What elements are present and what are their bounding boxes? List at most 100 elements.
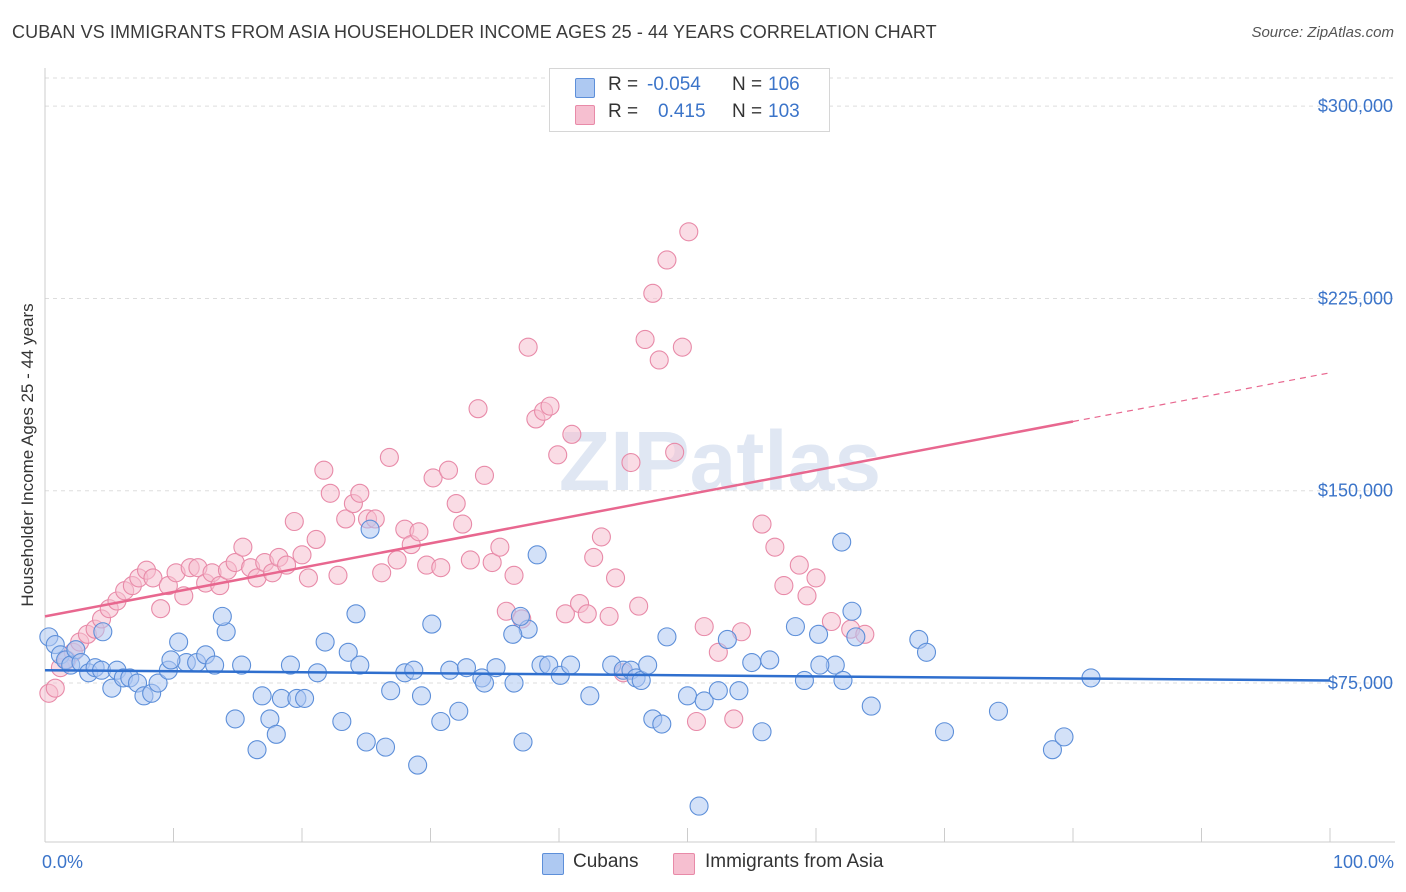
- series-cubans: [39, 519, 1101, 816]
- data-point: [247, 740, 267, 760]
- data-point: [729, 681, 749, 701]
- data-point: [562, 424, 582, 444]
- data-point: [643, 283, 663, 303]
- data-point: [652, 714, 672, 734]
- data-point: [387, 550, 407, 570]
- data-point: [916, 642, 937, 662]
- data-point: [438, 460, 459, 480]
- data-point: [474, 465, 495, 485]
- data-point: [411, 686, 432, 706]
- data-point: [548, 445, 568, 465]
- data-point: [580, 686, 600, 706]
- data-point: [468, 399, 488, 419]
- data-point: [306, 529, 326, 550]
- legend-n-value: 103: [768, 101, 800, 122]
- bottom-legend-swatch-cubans: [542, 853, 564, 875]
- data-point: [350, 483, 370, 503]
- data-point: [356, 732, 376, 752]
- data-point: [833, 670, 853, 691]
- data-point: [513, 732, 533, 752]
- data-point: [346, 604, 366, 624]
- legend-r-value: 0.415: [658, 101, 706, 122]
- data-point: [679, 222, 699, 242]
- trend-line-immigrants: [44, 420, 1074, 618]
- data-point: [375, 737, 396, 757]
- data-point: [657, 250, 677, 270]
- data-point: [284, 511, 304, 532]
- data-point: [404, 660, 424, 680]
- data-point: [577, 604, 597, 624]
- data-point: [315, 632, 335, 652]
- data-point: [742, 652, 762, 673]
- data-point: [752, 722, 772, 742]
- data-point: [842, 601, 862, 621]
- data-point: [638, 655, 658, 675]
- bottom-legend-cubans: Cubans: [573, 851, 639, 872]
- data-point: [328, 565, 348, 585]
- data-point: [360, 519, 380, 539]
- data-point: [151, 599, 171, 619]
- data-point: [527, 545, 547, 565]
- data-point: [988, 701, 1009, 721]
- data-point: [431, 711, 451, 732]
- data-point: [431, 558, 451, 578]
- y-tick-labels: $75,000 $150,000 $225,000 $300,000: [1318, 96, 1393, 693]
- data-point: [752, 514, 772, 534]
- data-point: [717, 629, 737, 649]
- data-point: [765, 537, 785, 557]
- legend-r-label: R =: [608, 101, 639, 122]
- data-point: [381, 681, 401, 701]
- data-point: [694, 691, 714, 711]
- data-point: [861, 696, 881, 716]
- data-point: [657, 627, 677, 647]
- data-point: [504, 565, 524, 585]
- data-point: [649, 350, 669, 370]
- data-point: [774, 576, 794, 596]
- data-point: [422, 614, 442, 634]
- data-point: [449, 701, 469, 721]
- data-point: [591, 527, 611, 547]
- y-tick-label: $300,000: [1318, 96, 1393, 116]
- y-tick-label: $150,000: [1318, 481, 1393, 501]
- data-point: [482, 552, 502, 573]
- data-point: [408, 755, 428, 775]
- data-point: [338, 642, 358, 662]
- data-point: [295, 688, 315, 708]
- grid-lines: [45, 77, 1395, 684]
- data-point: [45, 678, 65, 698]
- x-axis-max-label: 100.0%: [1332, 852, 1394, 872]
- data-point: [169, 632, 189, 652]
- trend-line-cubans: [44, 668, 1331, 682]
- watermark: ZIPatlas: [559, 414, 881, 508]
- data-point: [446, 494, 466, 514]
- data-point: [233, 537, 253, 557]
- data-point: [379, 447, 399, 467]
- data-point: [846, 627, 866, 647]
- data-point: [806, 568, 826, 588]
- data-point: [677, 686, 698, 706]
- data-point: [832, 532, 852, 552]
- y-tick-label: $75,000: [1328, 673, 1393, 693]
- chart-title: CUBAN VS IMMIGRANTS FROM ASIA HOUSEHOLDE…: [12, 22, 937, 42]
- data-point: [298, 568, 318, 588]
- data-point: [292, 545, 312, 565]
- data-point: [453, 514, 473, 534]
- data-point: [785, 617, 805, 637]
- data-point: [665, 442, 685, 462]
- data-point: [148, 673, 168, 693]
- data-point: [797, 586, 817, 606]
- data-point: [93, 622, 113, 642]
- legend-r-value: -0.054: [647, 74, 701, 95]
- data-point: [490, 537, 510, 557]
- data-point: [460, 550, 480, 570]
- data-point: [212, 606, 232, 626]
- legend-n-value: 106: [768, 74, 800, 95]
- data-point: [320, 483, 340, 503]
- data-point: [694, 617, 714, 637]
- data-point: [423, 468, 443, 488]
- data-point: [789, 555, 809, 575]
- trend-lines: [44, 372, 1331, 682]
- data-point: [708, 681, 728, 701]
- data-point: [561, 655, 581, 675]
- data-point: [794, 670, 814, 691]
